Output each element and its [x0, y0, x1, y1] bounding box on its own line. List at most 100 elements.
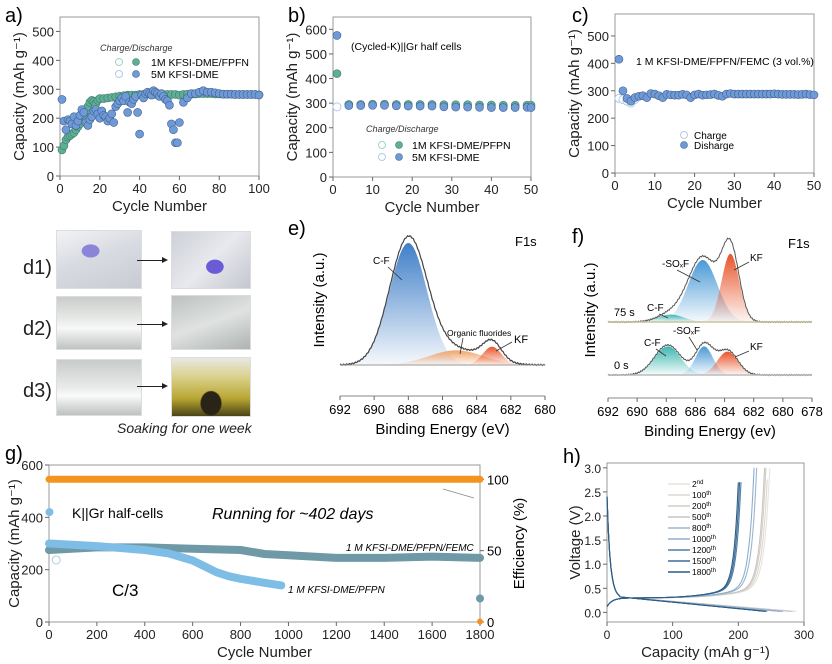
curve-charge-1500th: [606, 482, 741, 607]
label-leader: [459, 337, 464, 355]
panel-label-d3: d3): [23, 380, 52, 402]
y-tick-label: 600: [305, 22, 327, 37]
x-tick-label: 688: [655, 404, 677, 419]
data-point-blue: [415, 101, 425, 111]
x-tick-label: 692: [329, 402, 351, 417]
chart-f: f) 75 s 0 s 692 690 688 686 684 682 680 678 Binding…: [572, 226, 823, 440]
x-tick-label: 20: [687, 178, 701, 193]
annotation: 1 M KFSI-DME/FPFN/FEMC (3 vol.%): [636, 56, 814, 68]
curve-discharge-1200th: [606, 496, 768, 612]
y-tick-label: 600: [21, 458, 43, 473]
data-point-blue: [133, 108, 142, 117]
label-leader: [688, 336, 698, 351]
y-tick-label: 100: [587, 139, 609, 154]
legend-label: 800th: [692, 523, 711, 533]
legend-label-sup: th: [711, 535, 716, 541]
peak-label-organic: Organic fluorides: [447, 328, 511, 338]
data-point-blue: [175, 118, 184, 127]
data-point-blue: [614, 54, 624, 64]
arrow-d1: [137, 257, 168, 263]
y-tick-label: 1.0: [584, 558, 601, 572]
legend-label-base: 1000: [692, 534, 711, 544]
y-tick-label: 200: [21, 563, 43, 578]
x-tick-label: 20: [93, 181, 107, 196]
peak-cf: [608, 346, 812, 375]
data-point-eff-last: [477, 618, 483, 625]
peak-cf: [608, 314, 812, 322]
legend-label-sup: th: [711, 557, 716, 563]
legend-marker-open: [115, 58, 123, 66]
y-tick-label: 0: [320, 170, 327, 185]
data-point-blue: [487, 103, 496, 112]
legend-label: 100th: [692, 490, 711, 500]
x-tick-label: 1400: [370, 627, 399, 642]
y-axis-title: Voltage (V): [567, 505, 584, 579]
data-point-blue: [135, 129, 144, 139]
photo-d3-after: [171, 357, 251, 417]
series-label-femc: 1 M KFSI-DME/PFPN/FEMC: [346, 543, 475, 554]
panel-label-h: h): [563, 446, 581, 468]
x-tick-label: 684: [466, 402, 488, 417]
legend-label: 1200th: [692, 545, 716, 555]
peak-label-soxf: -SOₓF: [662, 259, 689, 270]
data-point-blue: [173, 138, 182, 148]
photo-d2-after: [171, 295, 251, 350]
photo-d1-before: [56, 230, 142, 289]
data-point-blue: [510, 103, 520, 112]
plot-frame: [606, 462, 805, 623]
legend-label: 2nd: [692, 479, 703, 489]
y-axis-title: Capacity (mAh g⁻¹): [11, 32, 28, 161]
data-point-blue: [809, 90, 819, 100]
legend-label: 5M KFSI-DME: [412, 152, 480, 164]
legend-label-sup: th: [706, 502, 711, 508]
y-tick-label: 2.5: [584, 486, 601, 500]
peak-soxf: [608, 260, 812, 322]
peak-c-f: [340, 243, 545, 365]
y-tick-label: 0: [36, 615, 43, 630]
annotation: (Cycled-K)||Gr half cells: [351, 41, 461, 53]
legend-marker-open: [378, 153, 386, 161]
spectrum-envelope: [339, 234, 546, 367]
y-tick-label: 400: [21, 510, 43, 525]
y-tick-label: 100: [32, 140, 54, 155]
x-tick-label: 40: [132, 181, 146, 196]
spectrum-label: 75 s: [614, 307, 635, 319]
x-tick-label: 1800: [466, 627, 495, 642]
curve-charge-1000th: [606, 467, 755, 607]
arrow-to-axis: [442, 488, 475, 499]
x-tick-label: 1600: [418, 627, 447, 642]
data-point-blue: [109, 118, 119, 127]
panel-label-f: f): [572, 226, 584, 248]
curve-charge-1200th: [606, 482, 742, 607]
y-axis-title: Capacity (mAh g⁻¹): [566, 29, 583, 158]
x-tick-label: 60: [172, 181, 186, 196]
y-right-axis-title: Efficiency (%): [511, 498, 528, 589]
data-point-open: [51, 555, 61, 565]
legend-label-sup: th: [706, 524, 711, 530]
x-tick-label: 30: [445, 182, 459, 197]
y-right-tick-label: 0: [487, 615, 494, 630]
x-tick-label: 0: [611, 178, 618, 193]
data-point-blue: [427, 101, 437, 111]
data-point-blue: [475, 103, 484, 112]
annotation-rate: C/3: [112, 581, 138, 600]
legend-label-base: 2: [692, 479, 697, 489]
data-point-blue: [380, 101, 389, 110]
series-pfpn: [45, 539, 286, 590]
peak-label-cf: C-F: [647, 303, 664, 314]
peak-label-kf: KF: [514, 334, 528, 346]
legend-marker-open: [115, 70, 123, 78]
data-point-blue: [356, 101, 366, 110]
label-leader: [676, 269, 701, 283]
x-tick-label: 682: [500, 402, 522, 417]
legend-label-base: 500: [692, 512, 706, 522]
panel-label-d1: d1): [23, 257, 52, 279]
y-axis-title: Intensity (a.u.): [582, 262, 599, 357]
x-axis-title: Capacity (mAh g⁻¹): [641, 644, 770, 661]
x-tick-label: 686: [432, 402, 454, 417]
y-tick-label: 500: [587, 29, 609, 44]
curve-charge-2nd: [606, 467, 771, 607]
legend-marker-open: [680, 131, 688, 139]
x-tick-label: 688: [397, 402, 419, 417]
